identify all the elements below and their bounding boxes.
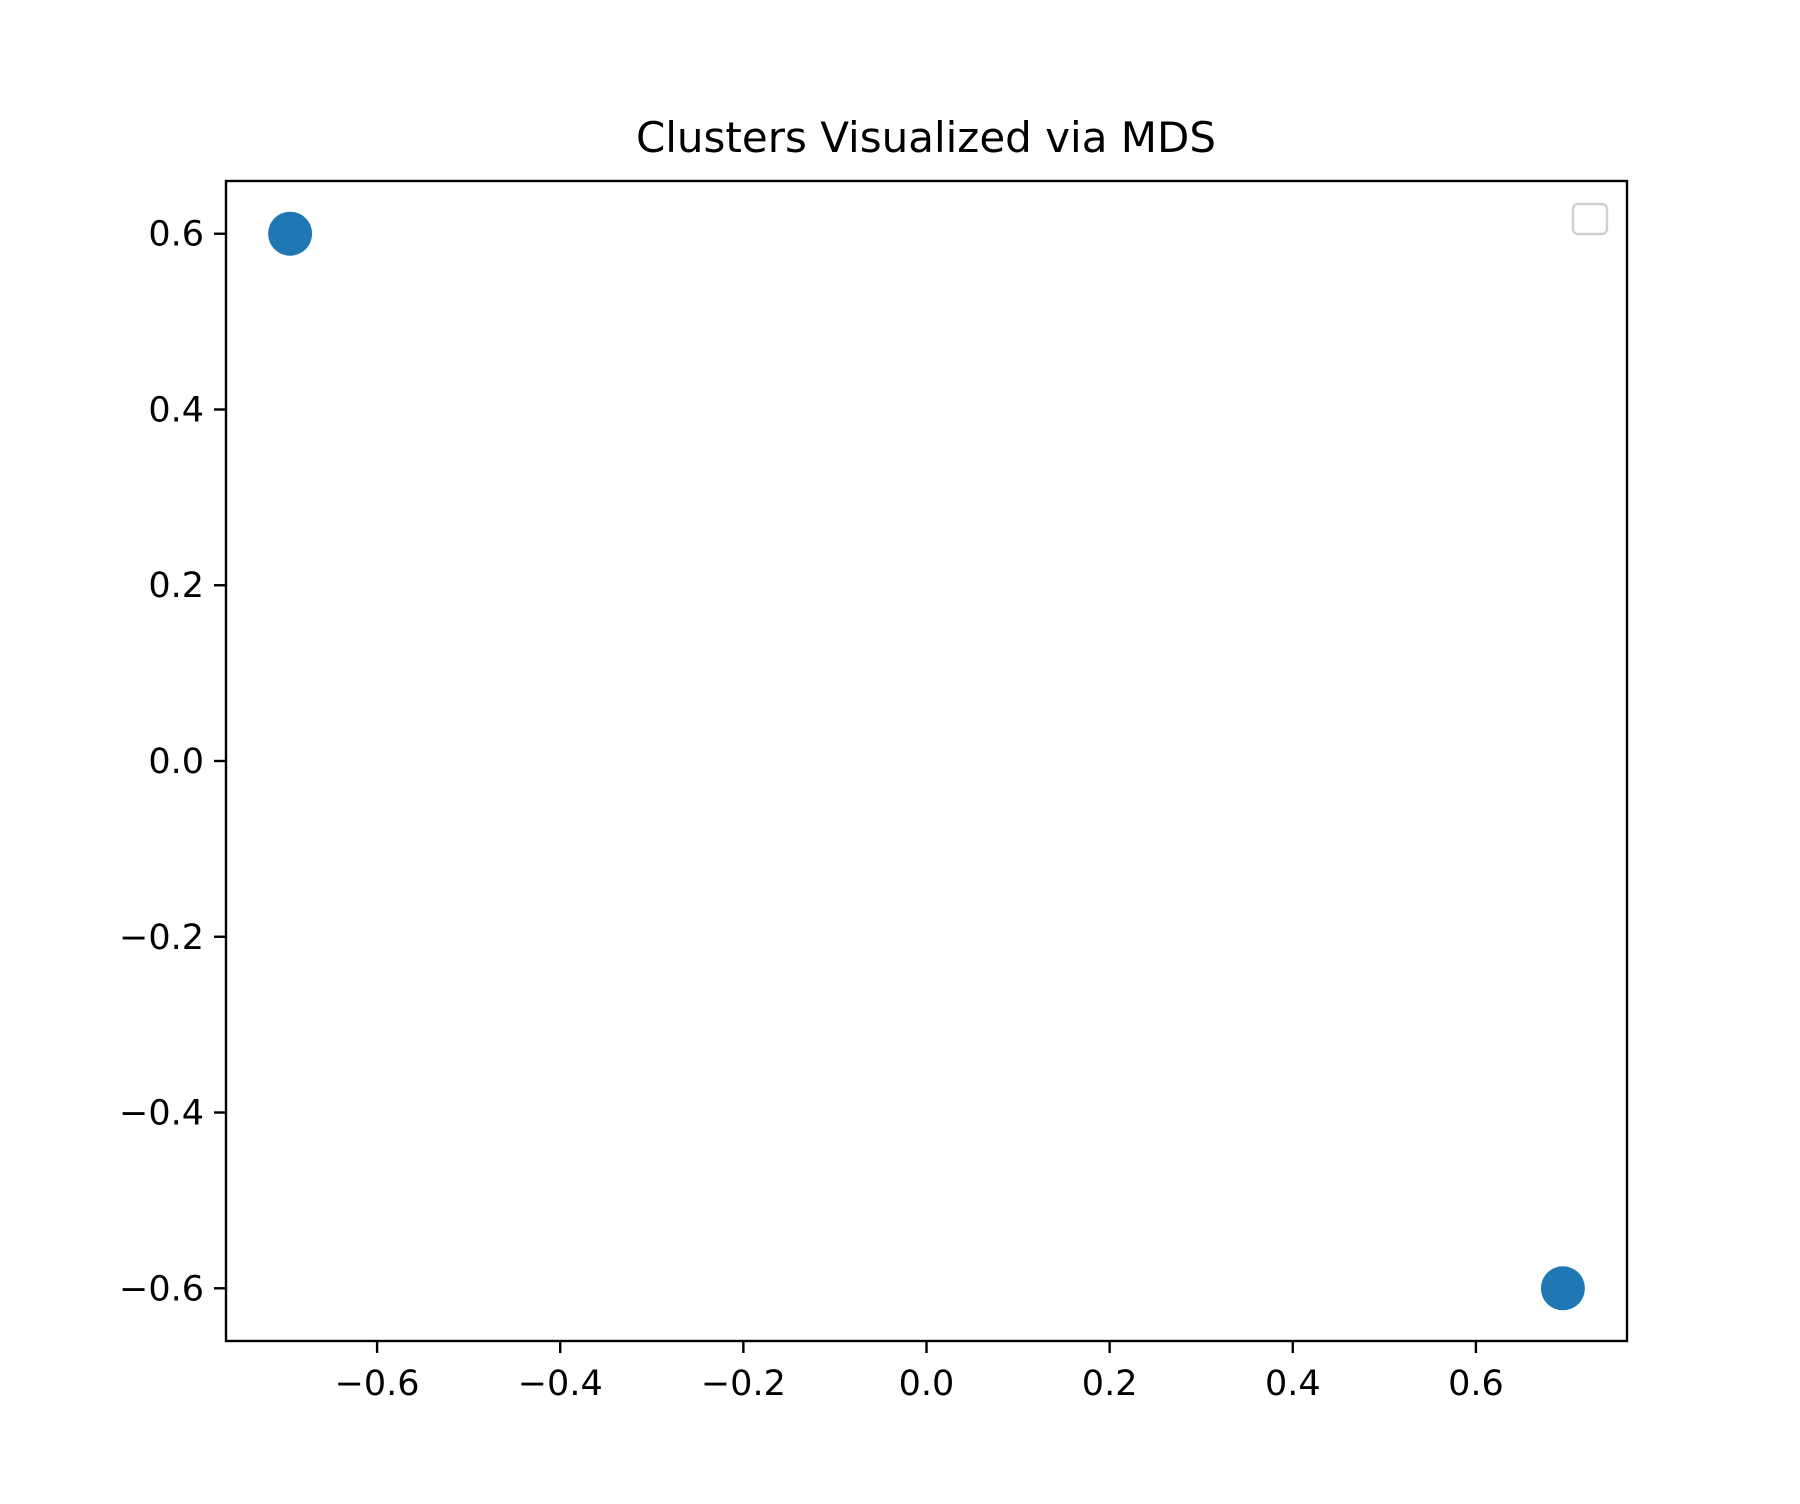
x-tick-label: 0.6 <box>1448 1364 1504 1404</box>
y-tick-label: 0.6 <box>148 215 204 255</box>
x-axis: −0.6 −0.4 −0.2 0.0 0.2 0.4 0.6 <box>335 1341 1504 1404</box>
data-points <box>268 211 1585 1311</box>
y-tick-label: −0.6 <box>119 1269 204 1309</box>
x-tick-label: −0.4 <box>518 1364 603 1404</box>
legend <box>1571 202 1609 236</box>
x-tick-label: 0.0 <box>899 1364 955 1404</box>
x-tick-label: 0.2 <box>1082 1364 1138 1404</box>
y-tick-label: 0.0 <box>148 742 204 782</box>
x-tick-label: 0.4 <box>1265 1364 1321 1404</box>
y-tick-label: −0.2 <box>119 918 204 958</box>
chart-title: Clusters Visualized via MDS <box>636 113 1216 162</box>
data-point <box>268 211 313 256</box>
data-point <box>1540 1266 1585 1311</box>
y-axis: −0.6 −0.4 −0.2 0.0 0.2 0.4 0.6 <box>119 215 226 1309</box>
y-tick-label: 0.4 <box>148 390 204 430</box>
y-tick-label: 0.2 <box>148 566 204 606</box>
x-tick-label: −0.6 <box>335 1364 420 1404</box>
legend-box <box>1571 202 1609 236</box>
y-tick-label: −0.4 <box>119 1094 204 1134</box>
x-tick-label: −0.2 <box>701 1364 786 1404</box>
